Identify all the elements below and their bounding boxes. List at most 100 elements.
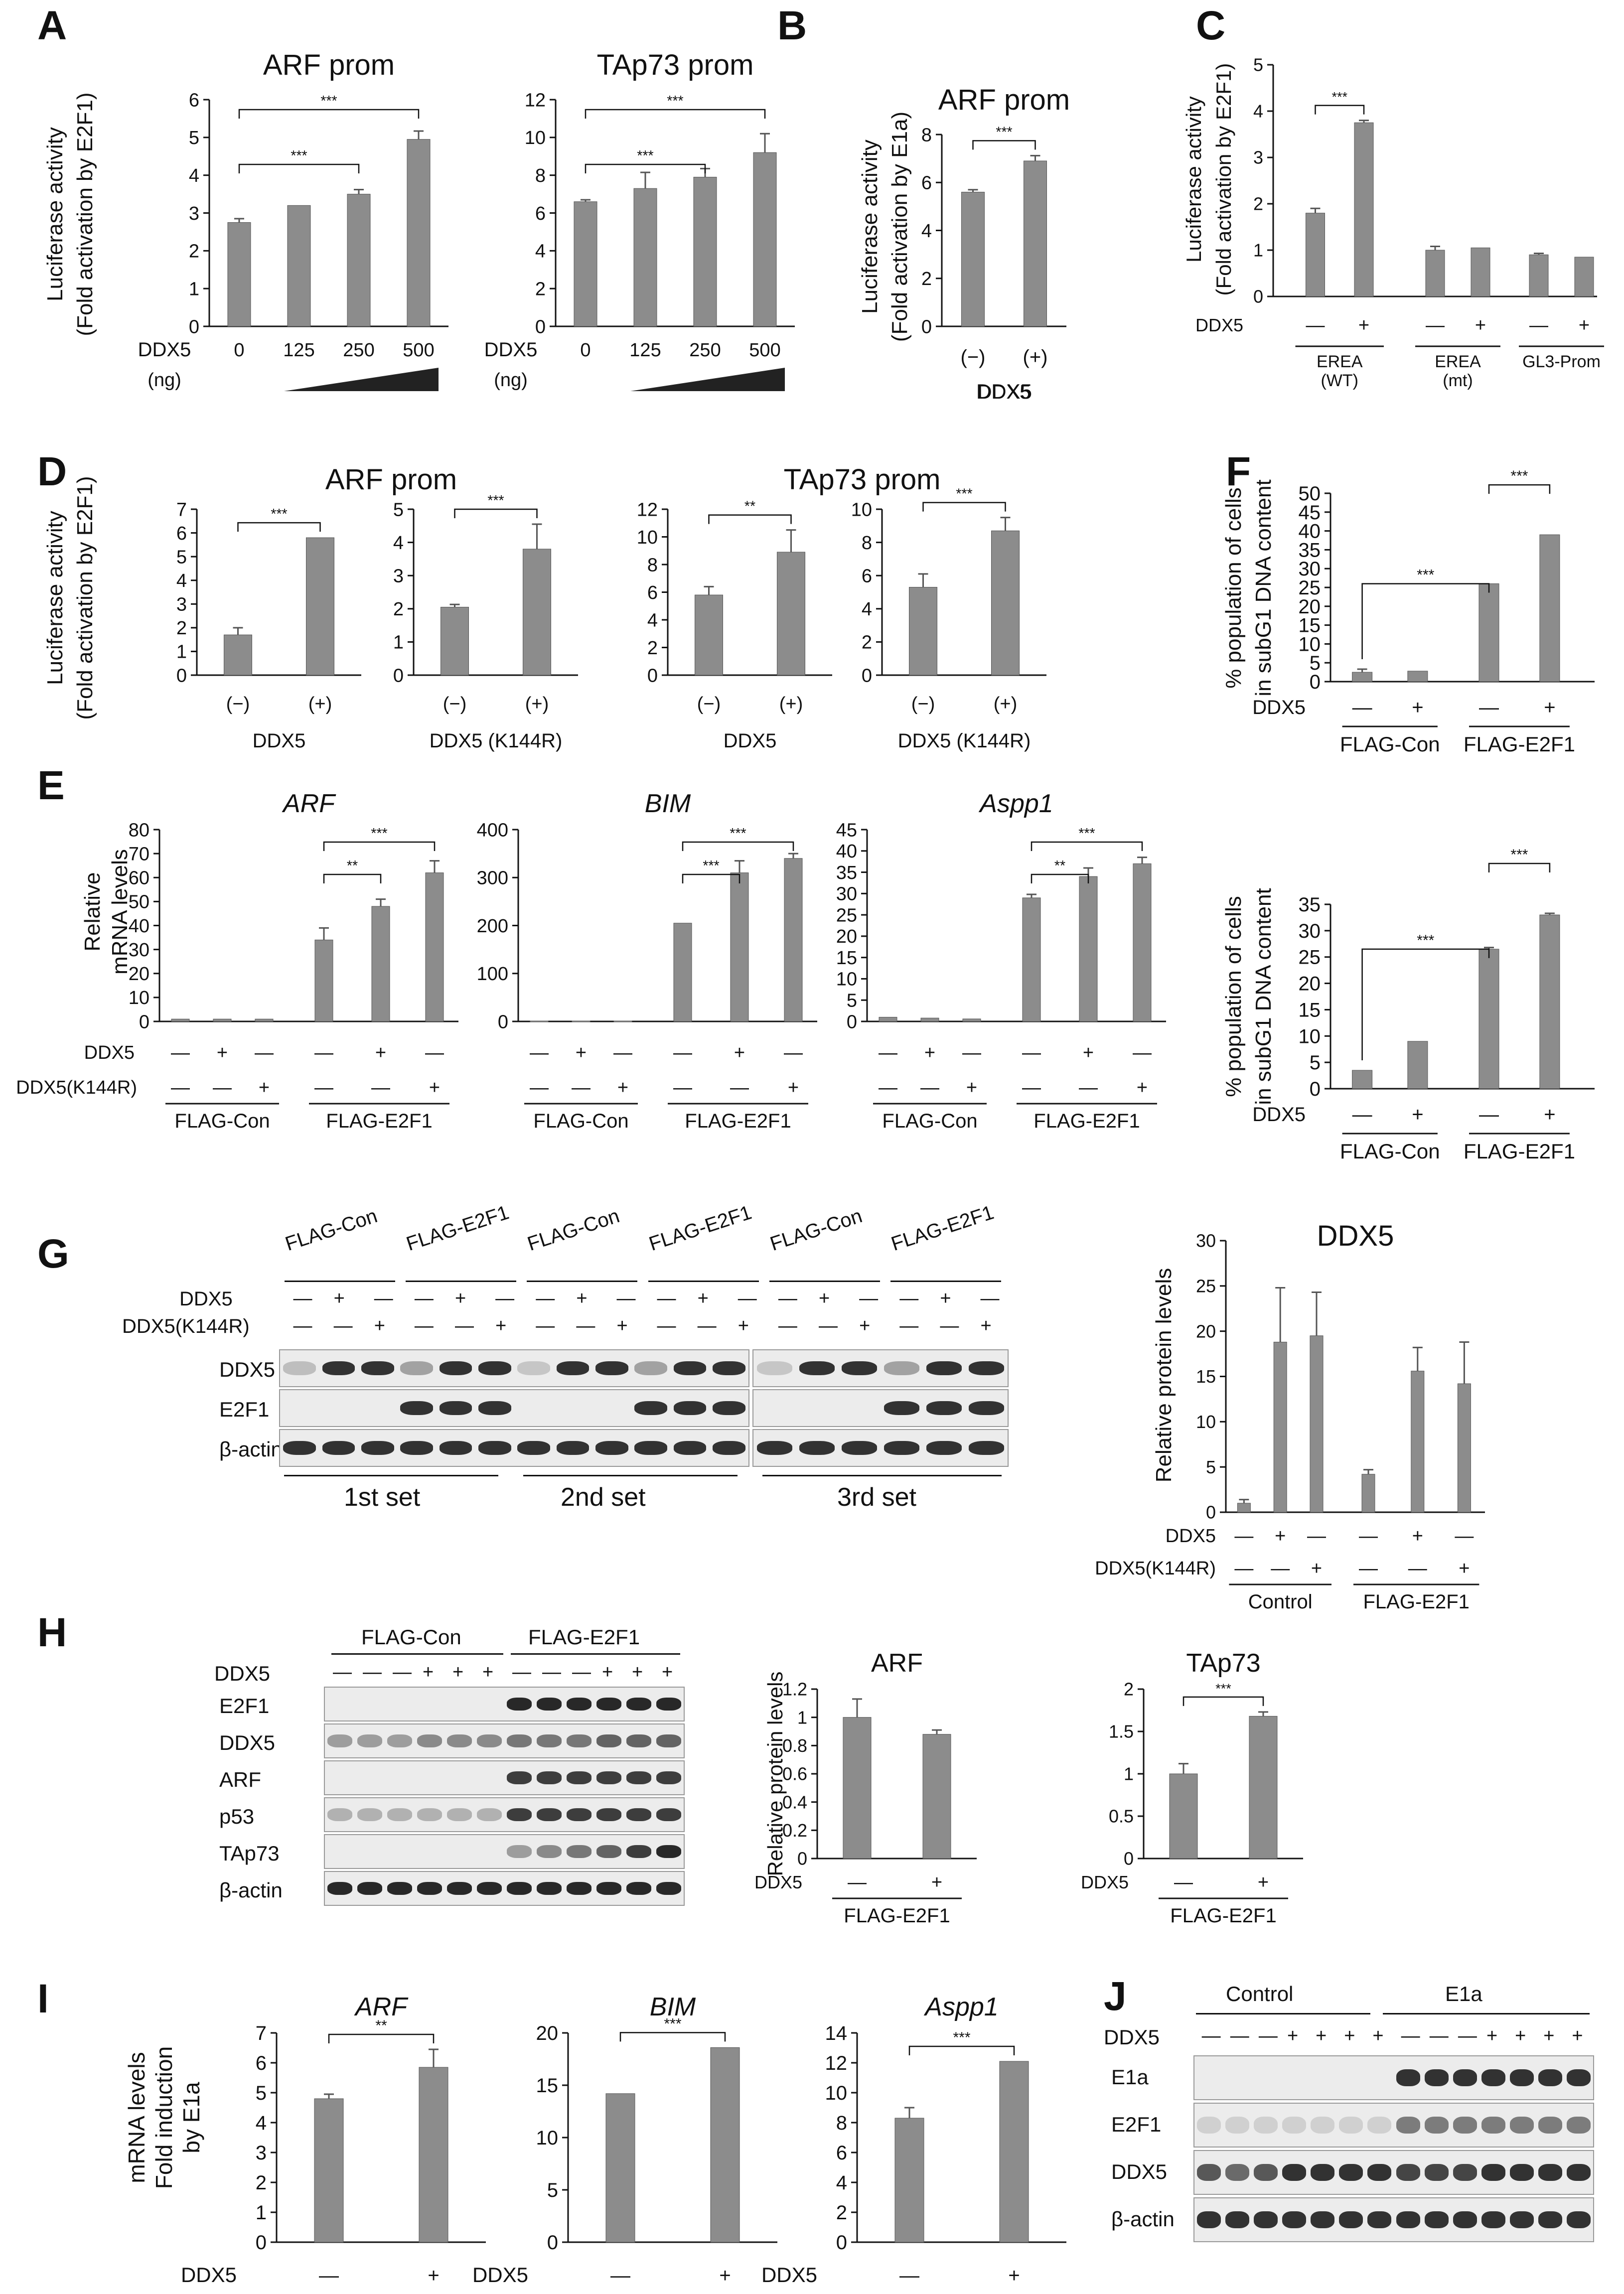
bar: [1471, 247, 1490, 297]
minus-sign: —: [1352, 697, 1372, 718]
y-tick-label: 1.5: [1109, 1721, 1134, 1742]
blot-label-h-1: DDX5: [219, 1731, 276, 1754]
y-tick-label: 30: [1299, 920, 1321, 942]
blot-label-j-3: β-actin: [1111, 2207, 1175, 2231]
significance-bracket: [1315, 105, 1365, 115]
ddx5-row-label: DDX5: [472, 2263, 528, 2287]
significance-bracket: [908, 2045, 1015, 2055]
flag-e2f1-label: FLAG-E2F1: [1033, 1110, 1140, 1132]
chart-c: 0 1 2 3 4 5 ***: [1253, 55, 1597, 307]
minus-sign: —: [1201, 2025, 1221, 2046]
y-tick-label: 6: [921, 173, 932, 194]
y-tick-label: 2: [1124, 1679, 1134, 1700]
plus-sign: +: [374, 1315, 385, 1336]
y-axis-title: by E1a: [178, 2082, 204, 2153]
blot-strip-j: [1193, 2197, 1594, 2242]
y-tick-label: 1: [1124, 1764, 1134, 1784]
y-tick-label: 5: [547, 2179, 558, 2201]
y-tick-label: 0: [1206, 1502, 1216, 1523]
y-tick-label: 5: [1206, 1457, 1216, 1477]
minus-sign: —: [393, 1662, 412, 1683]
significance-bracket: [922, 502, 1006, 512]
blot-band: [673, 1440, 707, 1455]
y-tick-label: 80: [129, 820, 149, 841]
x-tick-label: 250: [689, 340, 721, 361]
blot-band: [566, 1845, 592, 1859]
y-tick-label: 5: [393, 499, 404, 520]
x-tick-label: (−): [697, 694, 721, 715]
chart-title: TAp73 prom: [597, 49, 754, 81]
minus-sign: —: [333, 1315, 353, 1336]
chart-title: DDX5: [1317, 1220, 1394, 1252]
blot-band: [1567, 2116, 1591, 2134]
lane-group-line: [890, 1281, 1002, 1282]
blot-band: [1253, 2116, 1278, 2134]
y-tick-label: 25: [836, 905, 857, 926]
minus-sign: —: [536, 1288, 555, 1309]
blot-band: [926, 1440, 962, 1455]
blot-band: [1339, 2163, 1363, 2181]
plus-sign: +: [1412, 1526, 1423, 1547]
y-tick-label: 7: [256, 2022, 267, 2044]
minus-sign: —: [1234, 1526, 1253, 1547]
chart-title: Aspp1: [923, 1993, 998, 2021]
blot-band: [1396, 2211, 1420, 2229]
minus-sign: —: [879, 1077, 897, 1098]
blot-band: [1367, 2116, 1392, 2134]
plus-sign: +: [1344, 2025, 1355, 2046]
significance-label: ***: [487, 493, 504, 509]
bar: [314, 939, 333, 1022]
flag-con-label: FLAG-Con: [174, 1110, 270, 1132]
blot-strip-h: [324, 1723, 685, 1758]
blot-band: [1339, 2116, 1363, 2134]
flag-con-label: FLAG-Con: [533, 1110, 628, 1132]
plus-sign: +: [1358, 315, 1369, 336]
control-label: Control: [1248, 1591, 1313, 1613]
plus-sign: +: [429, 1077, 440, 1098]
minus-sign: —: [1352, 1104, 1372, 1126]
y-tick-label: 30: [129, 940, 149, 961]
y-tick-label: 25: [1299, 947, 1321, 969]
blot-strip-g: [279, 1429, 749, 1467]
bar: [1310, 1335, 1324, 1513]
blot-band: [926, 1361, 962, 1376]
blot-band: [446, 1808, 472, 1822]
chart-title: Aspp1: [978, 789, 1053, 818]
blot-band: [476, 1881, 502, 1895]
y-axis-title: Relative: [80, 872, 105, 952]
bar: [407, 139, 431, 327]
y-tick-label: 8: [535, 165, 546, 186]
significance-label: **: [347, 858, 358, 874]
chart-title: ARF: [871, 1649, 923, 1678]
minus-sign: —: [255, 1042, 274, 1063]
chart-a1: 0 1 2 3 4 5 6 *** *** ARF prom: [189, 49, 448, 337]
lane-group-line: [405, 1281, 517, 1282]
minus-sign: —: [542, 1662, 561, 1683]
minus-sign: —: [414, 1315, 434, 1336]
set2-label: 2nd set: [561, 1483, 646, 1512]
minus-sign: —: [1529, 315, 1548, 336]
significance-label: ***: [1510, 468, 1528, 484]
y-tick-label: 30: [836, 884, 857, 905]
panel-letter-c: C: [1196, 3, 1226, 48]
y-tick-label: 10: [1299, 633, 1321, 655]
blot-band: [536, 1845, 562, 1859]
y-tick-label: 4: [647, 610, 658, 631]
x-axis-label: DDX5: [978, 381, 1031, 403]
y-tick-label: 30: [1299, 558, 1321, 580]
bar: [922, 1734, 951, 1859]
blot-band: [400, 1401, 434, 1416]
bar: [920, 1017, 939, 1022]
y-tick-label: 20: [1299, 973, 1321, 995]
chart-g: 0 5 10 15 20 25 30 DDX5: [1196, 1220, 1485, 1523]
bar: [171, 1018, 190, 1022]
significance-label: ***: [703, 858, 719, 874]
blot-band: [536, 1808, 562, 1822]
y-axis-title: in subG1 DNA content: [1251, 479, 1276, 696]
chart-d4: 0 2 4 6 8 10 *** DDX5 (K144R): [851, 486, 1046, 752]
y-tick-label: 15: [1299, 615, 1321, 637]
y-tick-label: 12: [637, 499, 658, 520]
significance-label: ***: [1417, 932, 1434, 949]
blot-band: [1424, 2211, 1449, 2229]
minus-sign: —: [1306, 315, 1325, 336]
